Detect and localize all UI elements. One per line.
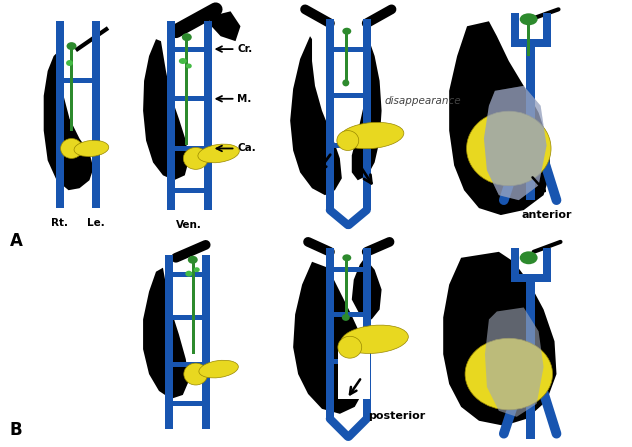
Bar [92, 21, 100, 208]
Bar [345, 31, 348, 83]
Polygon shape [209, 11, 240, 41]
Ellipse shape [520, 251, 538, 264]
Ellipse shape [199, 360, 238, 378]
Ellipse shape [339, 122, 404, 149]
Polygon shape [143, 268, 189, 399]
Polygon shape [484, 86, 547, 200]
Bar [326, 267, 370, 272]
Bar [167, 96, 212, 101]
Ellipse shape [184, 363, 208, 385]
Ellipse shape [343, 28, 351, 35]
Bar [167, 146, 212, 151]
Bar [511, 248, 519, 280]
Bar [165, 362, 210, 367]
Ellipse shape [520, 13, 538, 25]
Bar [326, 143, 370, 148]
Polygon shape [290, 36, 342, 195]
Text: A: A [10, 232, 23, 250]
Bar [338, 347, 370, 399]
Bar [70, 46, 73, 131]
Ellipse shape [343, 254, 351, 261]
Bar [543, 13, 550, 46]
Polygon shape [293, 262, 368, 414]
Bar [165, 401, 210, 406]
Ellipse shape [337, 131, 359, 151]
Bar [511, 274, 550, 282]
Bar [527, 19, 530, 56]
Ellipse shape [465, 338, 552, 410]
Bar [165, 255, 173, 429]
Text: disappearance: disappearance [384, 96, 461, 106]
Polygon shape [143, 39, 189, 180]
Polygon shape [485, 308, 544, 417]
Ellipse shape [66, 60, 73, 66]
Bar [363, 248, 370, 419]
Polygon shape [352, 258, 382, 320]
Text: Cr.: Cr. [238, 44, 253, 54]
Bar [326, 248, 334, 419]
Bar [526, 43, 535, 200]
Bar [326, 19, 334, 210]
Ellipse shape [185, 271, 192, 277]
Bar [204, 21, 212, 210]
Ellipse shape [466, 111, 551, 186]
Text: posterior: posterior [368, 411, 425, 421]
Polygon shape [449, 21, 550, 215]
Bar [326, 46, 370, 51]
Bar [511, 13, 519, 46]
Ellipse shape [183, 148, 208, 169]
Polygon shape [484, 86, 547, 200]
Ellipse shape [186, 63, 191, 68]
Ellipse shape [188, 256, 198, 264]
Text: anterior: anterior [521, 210, 572, 220]
Ellipse shape [194, 267, 200, 272]
Text: Rt.: Rt. [51, 218, 68, 228]
Bar [56, 21, 64, 208]
Bar [185, 39, 188, 145]
Bar [363, 19, 370, 210]
Bar [526, 278, 535, 439]
Text: M.: M. [238, 94, 252, 104]
Text: B: B [10, 421, 23, 439]
Ellipse shape [179, 58, 187, 64]
Polygon shape [352, 36, 382, 180]
Polygon shape [44, 53, 94, 190]
Bar [167, 21, 175, 210]
Text: Ven.: Ven. [176, 220, 202, 230]
Bar [165, 272, 210, 277]
Ellipse shape [182, 33, 191, 41]
Ellipse shape [61, 139, 82, 158]
Ellipse shape [198, 144, 240, 163]
Bar [326, 312, 370, 317]
Text: Le.: Le. [87, 218, 106, 228]
Bar [543, 248, 550, 280]
Bar [202, 255, 210, 429]
Bar [511, 39, 550, 47]
Ellipse shape [66, 42, 76, 50]
Bar [192, 260, 195, 354]
Bar [167, 188, 212, 193]
Ellipse shape [74, 140, 109, 156]
Polygon shape [443, 252, 557, 426]
Bar [56, 78, 100, 84]
Ellipse shape [338, 336, 362, 358]
Bar [345, 258, 348, 317]
Text: Ca.: Ca. [238, 143, 256, 153]
Ellipse shape [342, 314, 349, 321]
Ellipse shape [343, 80, 349, 86]
Bar [167, 46, 212, 51]
Bar [326, 93, 370, 98]
Bar [326, 358, 370, 363]
Ellipse shape [341, 325, 408, 354]
Bar [165, 315, 210, 320]
